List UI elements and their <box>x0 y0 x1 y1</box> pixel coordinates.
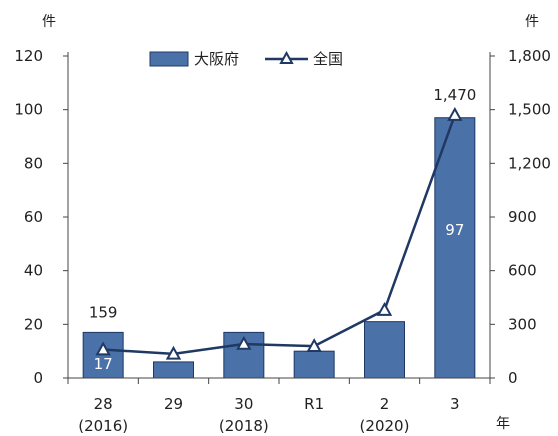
left-axis-unit: 件 <box>42 14 56 30</box>
left-axis-ticks: 0 20 40 60 80 100 120 <box>14 47 68 387</box>
left-tick-label: 100 <box>14 101 43 119</box>
right-tick-label: 1,200 <box>508 154 551 172</box>
x-axis-unit: 年 <box>496 416 510 432</box>
right-tick-label: 300 <box>508 315 537 333</box>
legend: 大阪府 全国 <box>149 50 343 68</box>
data-label: 97 <box>445 221 464 239</box>
bar <box>293 350 335 379</box>
line-path <box>103 114 457 356</box>
line-marker <box>447 106 463 121</box>
x-tick-label: 29 <box>164 395 183 413</box>
left-tick-label: 40 <box>24 262 43 280</box>
osaka-bars <box>82 117 476 379</box>
right-axis-unit: 件 <box>525 14 539 30</box>
right-tick-label: 1,500 <box>508 101 551 119</box>
right-tick-label: 900 <box>508 208 537 226</box>
x-tick-sublabel: (2018) <box>219 417 269 435</box>
left-tick-label: 60 <box>24 208 43 226</box>
legend-swatch-osaka <box>149 51 189 67</box>
line-marker <box>236 335 252 350</box>
left-tick-label: 20 <box>24 315 43 333</box>
x-tick-label: 3 <box>450 395 460 413</box>
x-tick-label: 30 <box>234 395 253 413</box>
legend-label-osaka: 大阪府 <box>194 50 239 68</box>
bar <box>364 321 405 379</box>
data-labels: 159 1,470 17 97 <box>89 86 476 373</box>
data-label: 17 <box>94 355 113 373</box>
x-tick-label: 28 <box>94 395 113 413</box>
line-marker <box>306 338 322 352</box>
right-tick-label: 600 <box>508 262 537 280</box>
left-tick-label: 120 <box>14 47 43 65</box>
right-tick-label: 0 <box>508 369 518 387</box>
national-line <box>95 106 463 360</box>
line-marker <box>376 301 393 316</box>
left-tick-label: 80 <box>24 154 43 172</box>
legend-label-national: 全国 <box>313 50 343 68</box>
line-marker <box>95 341 111 356</box>
bar <box>434 117 476 379</box>
legend-marker-national <box>279 50 294 64</box>
x-tick-label: R1 <box>304 395 324 413</box>
x-tick-sublabel: (2020) <box>360 417 410 435</box>
data-label: 1,470 <box>433 86 476 104</box>
right-tick-label: 1,800 <box>508 47 551 65</box>
left-tick-label: 0 <box>33 369 43 387</box>
bar <box>153 361 194 379</box>
x-tick-label: 2 <box>380 395 390 413</box>
x-axis-ticks: 28 (2016) 29 30 (2018) R1 2 (2020) 3 <box>67 378 491 435</box>
x-tick-sublabel: (2016) <box>78 417 128 435</box>
line-marker <box>165 345 182 360</box>
right-axis-ticks: 0 300 600 900 1,200 1,500 1,800 <box>490 47 551 387</box>
data-label: 159 <box>89 303 118 321</box>
